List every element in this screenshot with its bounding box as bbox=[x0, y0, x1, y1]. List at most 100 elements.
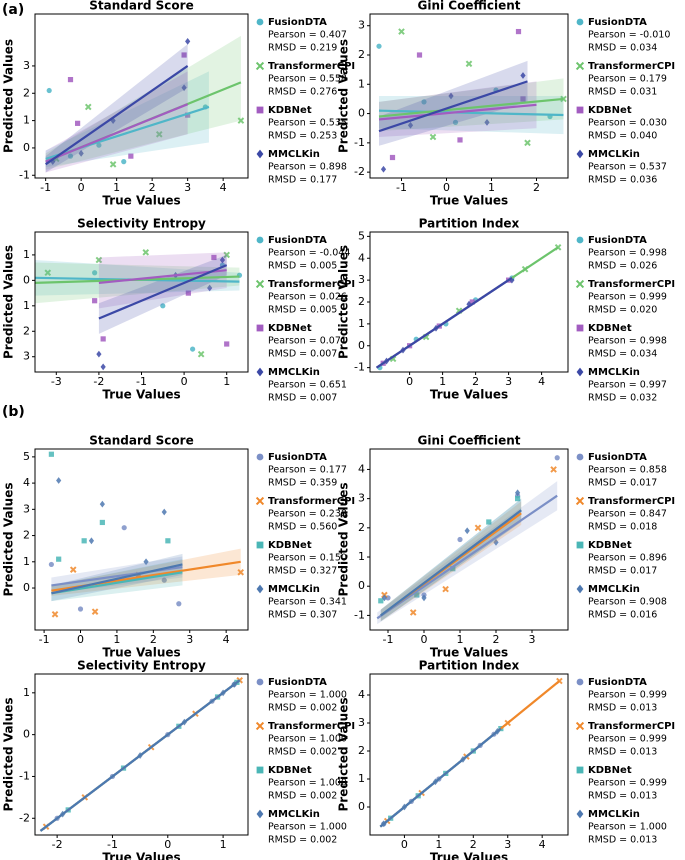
point bbox=[161, 577, 167, 583]
y-axis-label: Predicted Values bbox=[2, 245, 16, 359]
axes-frame bbox=[34, 673, 249, 836]
point bbox=[190, 346, 196, 352]
y-axis-label: Predicted Values bbox=[337, 698, 351, 812]
legend-name: KDBNet bbox=[268, 323, 312, 334]
confidence-band bbox=[51, 556, 183, 594]
legend-marker bbox=[576, 766, 584, 774]
legend-stat: Pearson = 1.000 bbox=[268, 690, 347, 701]
legend-marker bbox=[256, 106, 264, 114]
legend-name: FusionDTA bbox=[268, 17, 327, 28]
x-tick-label: 3 bbox=[504, 838, 511, 851]
legend-stat: RMSD = 0.036 bbox=[588, 175, 657, 186]
point bbox=[515, 496, 521, 502]
fit-line bbox=[51, 563, 183, 595]
point bbox=[398, 28, 405, 35]
x-tick-label: 3 bbox=[529, 633, 536, 646]
chart-title: Selectivity Entropy bbox=[77, 217, 206, 231]
legend-stat: RMSD = 0.026 bbox=[588, 261, 657, 272]
y-tick-label: 0 bbox=[23, 581, 30, 594]
point bbox=[381, 594, 387, 602]
legend-stat: Pearson = 0.999 bbox=[588, 690, 667, 701]
x-axis-label: True Values bbox=[430, 646, 508, 660]
point bbox=[520, 72, 526, 79]
x-tick-label: 0 bbox=[78, 181, 85, 194]
y-tick-label: -1 bbox=[354, 361, 365, 374]
y-tick-label: 5 bbox=[23, 450, 30, 463]
point bbox=[56, 477, 62, 484]
x-tick-label: 2 bbox=[472, 375, 479, 388]
point bbox=[176, 601, 182, 607]
axes-frame bbox=[34, 448, 249, 631]
legend-stat: RMSD = 0.007 bbox=[268, 349, 337, 360]
x-tick-label: 3 bbox=[505, 375, 512, 388]
legend-name: KDBNet bbox=[588, 323, 632, 334]
legend-marker bbox=[576, 18, 584, 26]
plot-area bbox=[379, 677, 563, 828]
point bbox=[409, 609, 417, 616]
point bbox=[155, 130, 163, 138]
point bbox=[67, 77, 74, 83]
legend-marker bbox=[576, 809, 584, 819]
legend-stat: RMSD = 0.177 bbox=[268, 175, 337, 186]
legend-stat: Pearson = 1.000 bbox=[268, 778, 347, 789]
confidence-band bbox=[45, 71, 209, 168]
axes-frame bbox=[369, 231, 569, 373]
legend-stat: Pearson = 1.000 bbox=[588, 822, 667, 833]
legend-name: FusionDTA bbox=[588, 677, 647, 688]
x-tick-label: -1 bbox=[396, 181, 407, 194]
point bbox=[46, 87, 52, 94]
x-axis-label: True Values bbox=[430, 194, 508, 208]
y-tick-label: 4 bbox=[358, 688, 365, 701]
legend-marker bbox=[576, 678, 584, 686]
legend-stat: RMSD = 0.002 bbox=[268, 747, 337, 758]
y-axis-label: Predicted Values bbox=[2, 483, 16, 597]
legend-marker bbox=[255, 496, 265, 506]
legend-stat: Pearson = 0.998 bbox=[588, 336, 667, 347]
legend-stat: Pearson = 0.896 bbox=[588, 553, 667, 564]
legend-name: MMCLKin bbox=[588, 809, 640, 820]
point bbox=[448, 92, 454, 100]
legend-stat: Pearson = 0.999 bbox=[588, 292, 667, 303]
legend-name: MMCLKin bbox=[268, 809, 320, 820]
fit-line bbox=[98, 264, 228, 320]
legend-stat: RMSD = 0.002 bbox=[268, 703, 337, 714]
point bbox=[223, 251, 231, 259]
y-tick-label: -1 bbox=[19, 769, 30, 782]
legend-marker bbox=[576, 367, 584, 377]
y-tick-label: 2 bbox=[23, 529, 30, 542]
legend-marker bbox=[575, 721, 585, 731]
point bbox=[84, 103, 92, 111]
legend-marker bbox=[576, 106, 584, 114]
legend-stat: Pearson = 1.000 bbox=[268, 734, 347, 745]
legend-stat: Pearson = 1.000 bbox=[268, 822, 347, 833]
legend-stat: Pearson = 0.535 bbox=[268, 118, 347, 129]
fit-line bbox=[378, 80, 528, 133]
legend-marker bbox=[256, 453, 264, 461]
x-tick-label: 2 bbox=[470, 838, 477, 851]
legend-marker bbox=[256, 18, 264, 26]
y-tick-label: 1 bbox=[23, 114, 30, 127]
x-tick-label: 4 bbox=[220, 181, 227, 194]
point bbox=[464, 527, 470, 535]
point bbox=[121, 159, 127, 165]
y-tick-label: 3 bbox=[358, 716, 365, 729]
y-tick-label: -2 bbox=[19, 811, 30, 824]
legend-name: KDBNet bbox=[588, 765, 632, 776]
x-tick-label: 3 bbox=[186, 633, 193, 646]
legend-stat: RMSD = 0.327 bbox=[268, 566, 337, 577]
y-tick-label: 1 bbox=[358, 550, 365, 563]
fit-line bbox=[98, 269, 227, 285]
point bbox=[109, 161, 117, 168]
point bbox=[486, 519, 492, 525]
legend-marker bbox=[576, 324, 584, 332]
legend-name: KDBNet bbox=[268, 540, 312, 551]
x-tick-label: 1 bbox=[439, 375, 446, 388]
y-tick-label: 1 bbox=[358, 317, 365, 330]
y-tick-label: 0 bbox=[358, 339, 365, 352]
point bbox=[96, 350, 102, 358]
y-tick-label: -1 bbox=[19, 168, 30, 181]
legend-marker bbox=[575, 496, 585, 506]
point bbox=[77, 606, 84, 612]
y-tick-label: 2 bbox=[358, 295, 365, 308]
plot-area bbox=[376, 28, 567, 173]
